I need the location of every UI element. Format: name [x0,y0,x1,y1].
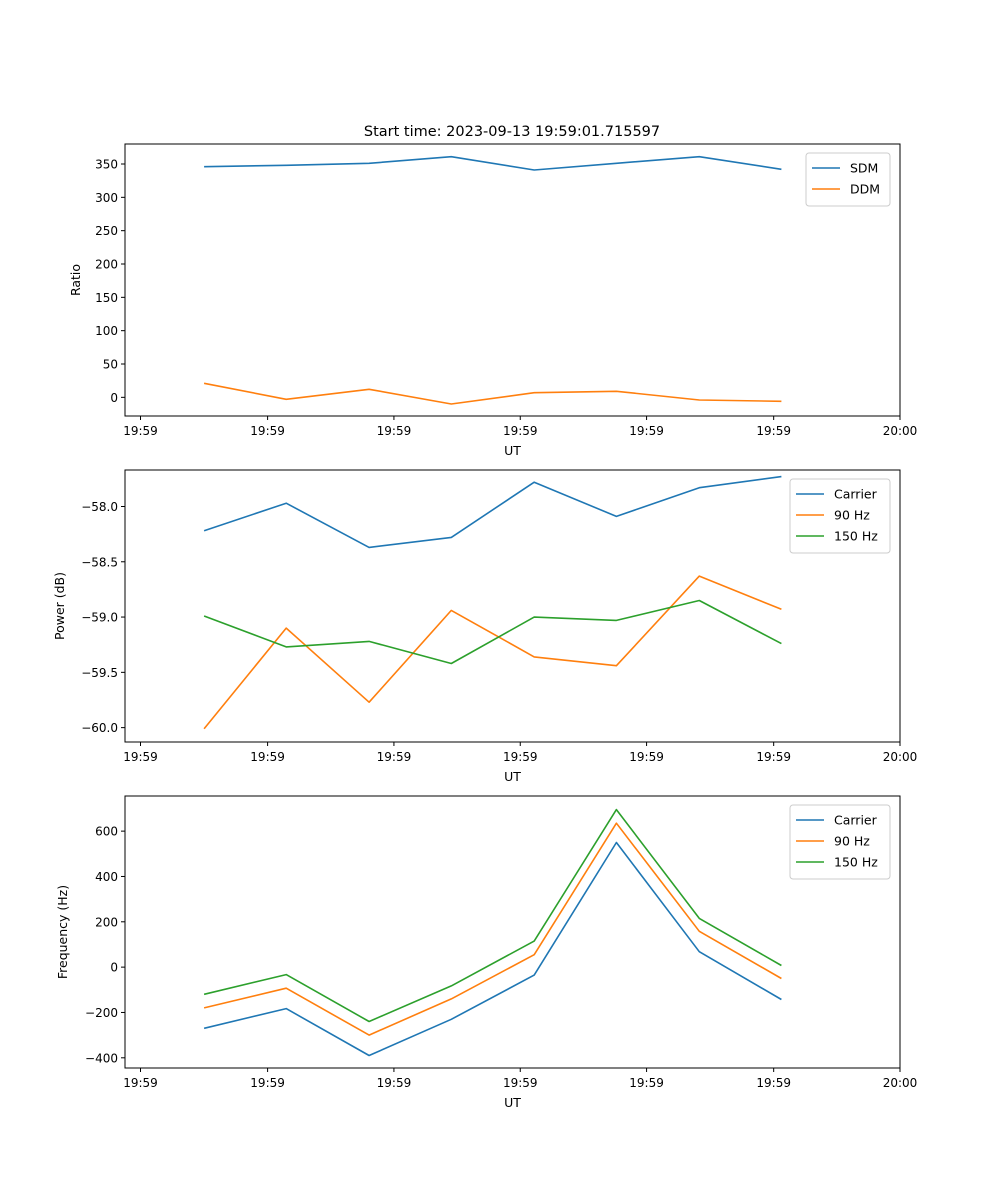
x-tick-label: 19:59 [503,750,538,764]
x-tick-label: 19:59 [377,750,412,764]
y-tick-label: 400 [95,870,118,884]
x-tick-label: 19:59 [123,424,158,438]
series-line-sdm [204,155,782,171]
series-line-90-hz [203,575,782,730]
legend-box [789,804,891,880]
series-line-90-hz [203,822,782,1036]
x-tick-label: 19:59 [123,1076,158,1090]
y-tick-label: 200 [95,258,118,272]
x-tick-label: 19:59 [503,1076,538,1090]
y-axis-label: Frequency (Hz) [55,885,70,979]
legend-label: 150 Hz [834,529,878,544]
y-tick-label: 0 [110,961,118,975]
x-tick-label: 19:59 [123,750,158,764]
axes-frame [124,469,901,743]
series-line-ddm [203,382,782,405]
y-tick-label: 200 [95,915,118,929]
y-tick-label: −59.5 [81,666,118,680]
x-tick-label: 19:59 [629,750,664,764]
series-line-150-hz [203,808,782,1023]
x-tick-label: 19:59 [250,1076,285,1090]
power-panel: 19:59 19:59 19:59 19:59 19:59 19:59 20:00 −60.0… [52,469,918,784]
series-line-carrier [203,841,782,1057]
legend-box [789,478,891,554]
y-axis-label: Ratio [68,264,83,296]
x-tick-label: 19:59 [756,424,791,438]
y-tick-label: −200 [85,1006,118,1020]
legend: Carrier 90 Hz 150 Hz [789,478,891,554]
y-tick-label: −59.0 [81,611,118,625]
x-tick-label: 19:59 [250,750,285,764]
x-axis-label: UT [504,1095,521,1110]
legend-label: Carrier [834,487,878,502]
x-tick-label: 20:00 [883,424,918,438]
legend: Carrier 90 Hz 150 Hz [789,804,891,880]
x-axis-label: UT [504,769,521,784]
y-tick-label: −58.0 [81,500,118,514]
x-tick-label: 19:59 [756,1076,791,1090]
y-tick-label: 0 [110,391,118,405]
series-line-150-hz [203,599,782,665]
x-tick-label: 19:59 [377,424,412,438]
x-tick-label: 19:59 [629,424,664,438]
x-axis-label: UT [504,443,521,458]
legend-label: 150 Hz [834,855,878,870]
y-tick-label: 350 [95,158,118,172]
legend-label: DDM [850,182,880,197]
x-tick-label: 19:59 [250,424,285,438]
legend-label: 90 Hz [834,834,870,849]
legend-label: 90 Hz [834,508,870,523]
x-tick-label: 19:59 [377,1076,412,1090]
figure-title: Start time: 2023-09-13 19:59:01.715597 [364,124,660,140]
y-axis-label: Power (dB) [52,572,67,640]
x-tick-label: 20:00 [883,750,918,764]
y-tick-label: −60.0 [81,721,118,735]
frequency-panel: 19:59 19:59 19:59 19:59 19:59 19:59 20:00 −400 −… [55,795,918,1110]
y-tick-label: 150 [95,291,118,305]
x-tick-label: 19:59 [503,424,538,438]
x-tick-label: 20:00 [883,1076,918,1090]
legend: SDM DDM [805,152,891,207]
y-tick-label: 100 [95,324,118,338]
y-tick-label: 250 [95,224,118,238]
axes-frame [124,143,901,417]
y-tick-label: 300 [95,191,118,205]
legend-box [805,152,891,207]
legend-label: Carrier [834,813,878,828]
axes-frame [124,795,901,1069]
y-tick-label: −58.5 [81,555,118,569]
series-line-carrier [203,475,782,549]
y-tick-label: 50 [103,358,118,372]
x-tick-label: 19:59 [756,750,791,764]
x-tick-label: 19:59 [629,1076,664,1090]
ratio-panel: 19:59 19:59 19:59 19:59 19:59 19:59 20:00 0 50 10… [68,143,918,458]
legend-label: SDM [850,161,878,176]
y-tick-label: 600 [95,825,118,839]
y-tick-label: −400 [85,1051,118,1065]
